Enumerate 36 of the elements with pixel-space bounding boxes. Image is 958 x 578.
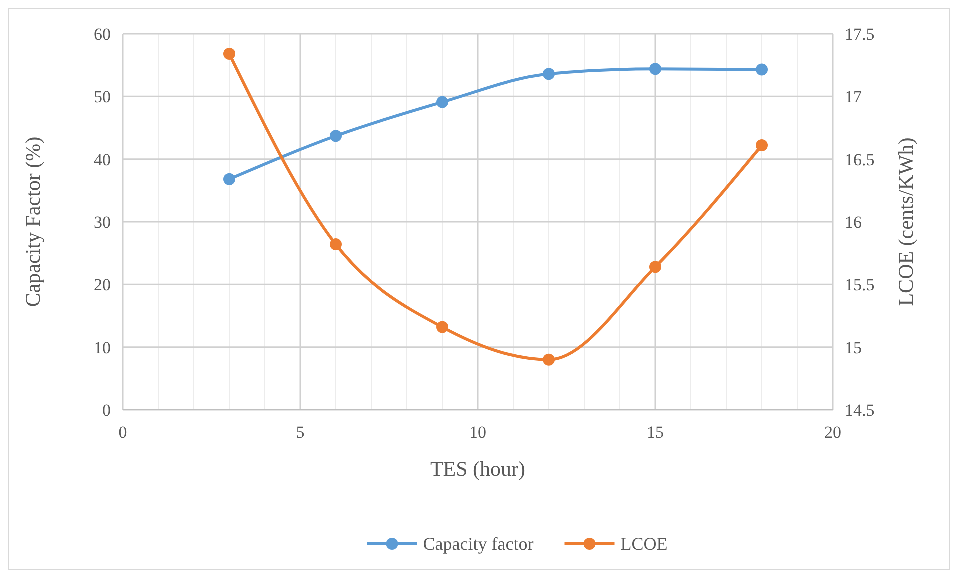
y2-axis-title: LCOE (cents/KWh) xyxy=(894,138,918,306)
y-tick-label: 60 xyxy=(94,25,111,44)
y-tick-label: 40 xyxy=(94,150,111,170)
point xyxy=(224,173,236,186)
point xyxy=(436,96,448,108)
x-axis-title: TES (hour) xyxy=(430,457,526,481)
x-tick-label: 0 xyxy=(118,423,128,442)
legend-label: Capacity factor xyxy=(423,534,534,554)
x-tick-label: 10 xyxy=(470,423,486,442)
point xyxy=(543,68,555,80)
y-axis-title: Capacity Factor (%) xyxy=(21,136,45,308)
point xyxy=(756,140,768,152)
point xyxy=(330,130,342,142)
point xyxy=(330,238,342,251)
x-tick-label: 20 xyxy=(824,423,842,442)
legend-label: LCOE xyxy=(620,534,668,554)
y2-tick-label: 16.5 xyxy=(845,150,875,170)
y2-tick-label: 17.5 xyxy=(845,25,875,44)
y2-tick-label: 14.5 xyxy=(845,401,875,420)
point xyxy=(436,321,448,334)
x-tick-label: 15 xyxy=(647,423,664,442)
point xyxy=(756,64,768,76)
point xyxy=(650,261,662,274)
point xyxy=(543,354,555,366)
y2-tick-label: 15 xyxy=(845,338,862,358)
y-tick-label: 20 xyxy=(94,276,111,295)
y-tick-label: 0 xyxy=(102,401,111,420)
point xyxy=(650,63,662,76)
y2-tick-label: 16 xyxy=(845,213,862,232)
y2-tick-label: 15.5 xyxy=(845,276,875,295)
y-tick-label: 50 xyxy=(94,88,111,107)
y-tick-label: 10 xyxy=(94,338,111,358)
y-tick-label: 30 xyxy=(94,213,111,232)
x-tick-label: 5 xyxy=(296,423,305,442)
y2-tick-label: 17 xyxy=(845,88,862,107)
point xyxy=(224,48,236,60)
